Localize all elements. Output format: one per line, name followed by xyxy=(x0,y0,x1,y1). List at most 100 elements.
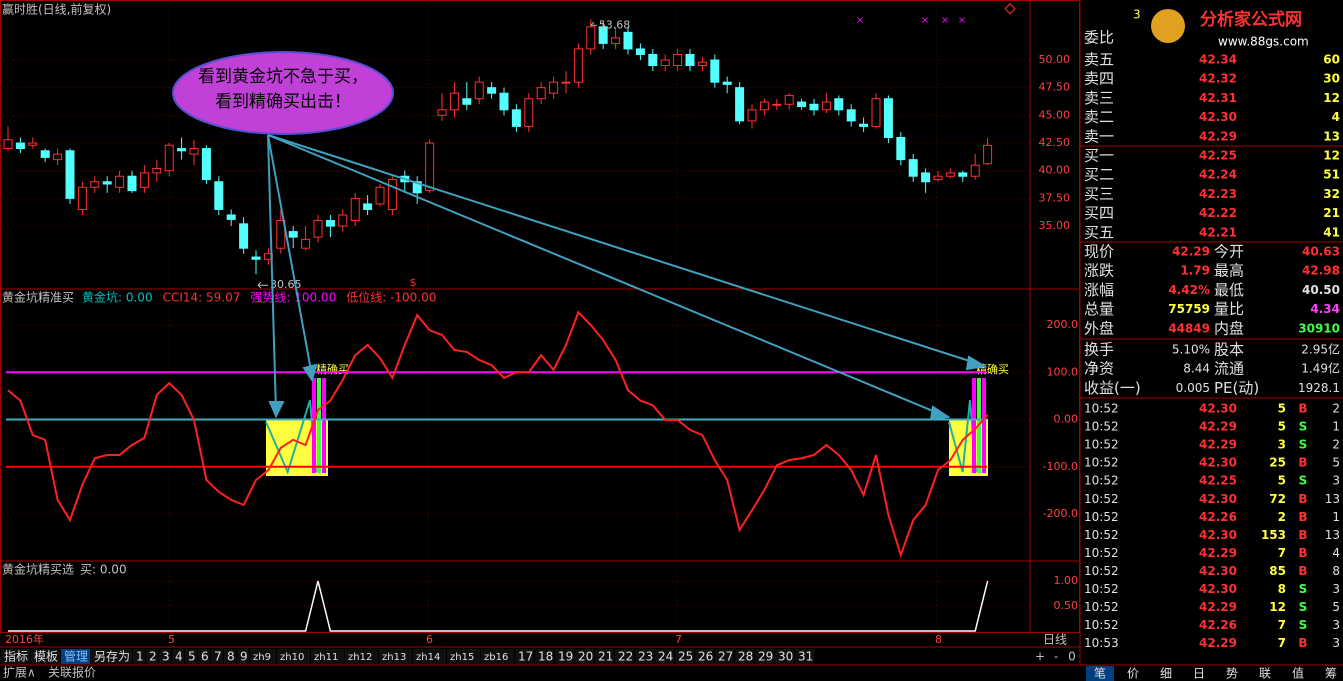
toolbar-tab[interactable]: 3 xyxy=(159,649,171,664)
toolbar-tab[interactable]: 28 xyxy=(735,649,754,664)
toolbar-tab-label[interactable]: 30 xyxy=(778,650,793,664)
toolbar-tab[interactable]: 26 xyxy=(695,649,714,664)
quote-tab[interactable]: 值 xyxy=(1292,666,1304,681)
toolbar-tab[interactable]: 21 xyxy=(595,649,614,664)
toolbar-tab-label[interactable]: 26 xyxy=(698,650,713,664)
toolbar-tab[interactable]: 19 xyxy=(555,649,574,664)
toolbar-tab-label[interactable]: 23 xyxy=(638,650,653,664)
quote-tab[interactable]: 联 xyxy=(1259,667,1271,681)
toolbar-tab-label[interactable]: 24 xyxy=(658,650,673,664)
tick-volume: 7 xyxy=(1278,636,1286,650)
quote-tab[interactable]: 价 xyxy=(1127,667,1139,681)
toolbar-tab-label[interactable]: 17 xyxy=(518,650,533,664)
tick-price: 42.29 xyxy=(1199,600,1237,614)
toolbar-tab[interactable]: 2 xyxy=(146,649,158,664)
toolbar-tab-label[interactable]: zh11 xyxy=(314,652,338,663)
status-tab[interactable]: 关联报价 xyxy=(48,665,96,680)
toolbar-tab-label[interactable]: zh13 xyxy=(382,652,406,663)
toolbar-tab-label[interactable]: 21 xyxy=(598,650,613,664)
toolbar-tab[interactable]: 4 xyxy=(172,649,184,664)
candle-body xyxy=(239,223,249,249)
toolbar-tab-label[interactable]: 3 xyxy=(162,650,170,664)
toolbar-tab[interactable]: 23 xyxy=(635,649,654,664)
toolbar-tab-label[interactable]: 指标 xyxy=(4,649,28,664)
stat-label: 涨跌 xyxy=(1084,262,1114,280)
toolbar-tab-bg xyxy=(515,649,534,664)
toolbar-tab[interactable]: 管理 xyxy=(61,649,90,665)
toolbar-tab-label[interactable]: zh15 xyxy=(450,652,474,663)
toolbar-tab-label[interactable]: 25 xyxy=(678,650,693,664)
toolbar-tab[interactable]: 20 xyxy=(575,649,594,664)
toolbar-tab-label[interactable]: zb16 xyxy=(484,652,508,663)
toolbar-tab-label[interactable]: 4 xyxy=(175,650,183,664)
toolbar-tab-label[interactable]: 5 xyxy=(188,650,196,664)
toolbar-tab[interactable]: 30 xyxy=(775,649,794,664)
status-tab[interactable]: 扩展∧ xyxy=(3,666,36,680)
toolbar-tab[interactable]: 24 xyxy=(655,649,674,664)
toolbar-tab-label[interactable]: zh12 xyxy=(348,652,372,663)
toolbar-tab[interactable]: 5 xyxy=(185,649,197,664)
toolbar-tab[interactable]: 29 xyxy=(755,649,774,664)
y-tick-label: 50.00 xyxy=(1039,53,1071,66)
candle-body xyxy=(189,148,199,155)
toolbar-tab[interactable]: zh15 xyxy=(447,649,480,664)
toolbar-tab[interactable]: 31 xyxy=(795,649,814,664)
toolbar-tab[interactable]: 模板 xyxy=(31,649,60,664)
toolbar-tab-label[interactable]: 27 xyxy=(718,650,733,664)
quote-tab[interactable]: 势 xyxy=(1226,667,1238,681)
toolbar-tab-label[interactable]: 29 xyxy=(758,650,773,664)
toolbar-tab-label[interactable]: 模板 xyxy=(34,650,58,664)
quote-tab[interactable]: 筹 xyxy=(1325,667,1337,681)
toolbar-tab-label[interactable]: 另存为 xyxy=(94,650,130,664)
toolbar-tab-label[interactable]: 28 xyxy=(738,650,753,664)
stat-label: 今开 xyxy=(1214,243,1244,261)
toolbar-tab-label[interactable]: 19 xyxy=(558,650,573,664)
high-label: 53.68 xyxy=(599,18,631,31)
toolbar-tab[interactable]: 18 xyxy=(535,649,554,664)
toolbar-tab-label[interactable]: 18 xyxy=(538,650,553,664)
quote-tab[interactable]: 细 xyxy=(1160,667,1172,681)
toolbar-tab[interactable]: zh10 xyxy=(277,649,310,664)
toolbar-tab-bg xyxy=(635,649,654,664)
toolbar-button[interactable]: 0 xyxy=(1068,650,1076,664)
toolbar-tab-label[interactable]: 7 xyxy=(214,650,222,664)
y-tick-label: 45.00 xyxy=(1039,108,1071,121)
toolbar-tab[interactable]: 指标 xyxy=(1,649,30,665)
toolbar-tab[interactable]: zh9 xyxy=(250,649,276,664)
toolbar-button[interactable]: + xyxy=(1035,650,1045,664)
candle-body xyxy=(759,101,769,111)
toolbar-tab-bg xyxy=(447,649,480,664)
toolbar-tab[interactable]: 17 xyxy=(515,649,534,664)
toolbar-tab-label[interactable]: zh14 xyxy=(416,652,440,663)
toolbar-tab[interactable]: 9 xyxy=(237,649,249,664)
toolbar-tab-label[interactable]: 1 xyxy=(136,650,144,664)
toolbar-tab[interactable]: 8 xyxy=(224,649,236,664)
toolbar-tab[interactable]: zh12 xyxy=(345,649,378,664)
toolbar-tab-label[interactable]: 31 xyxy=(798,650,813,664)
toolbar-tab[interactable]: zh14 xyxy=(413,649,446,664)
toolbar-tab[interactable]: 6 xyxy=(198,649,210,664)
toolbar-tab[interactable]: 22 xyxy=(615,649,634,664)
toolbar-tab-label[interactable]: 管理 xyxy=(64,649,88,664)
toolbar-tab-label[interactable]: 20 xyxy=(578,650,593,664)
toolbar-tab[interactable]: 27 xyxy=(715,649,734,664)
quote-tab[interactable]: 笔 xyxy=(1094,666,1106,681)
toolbar-tab-label[interactable]: zh10 xyxy=(280,652,304,663)
toolbar-tab[interactable]: zh13 xyxy=(379,649,412,664)
toolbar-tab[interactable]: zh11 xyxy=(311,649,344,664)
toolbar-tab-label[interactable]: 6 xyxy=(201,650,209,664)
toolbar-button[interactable]: - xyxy=(1054,650,1058,664)
quote-tab[interactable]: 日 xyxy=(1193,667,1205,681)
candle-body xyxy=(425,142,435,192)
toolbar-tab-label[interactable]: 9 xyxy=(240,650,248,664)
toolbar-tab[interactable]: 1 xyxy=(133,649,145,664)
toolbar-tab-label[interactable]: 22 xyxy=(618,650,633,664)
toolbar-tab-label[interactable]: zh9 xyxy=(253,652,271,663)
toolbar-tab[interactable]: 另存为 xyxy=(91,649,132,664)
toolbar-tab-label[interactable]: 2 xyxy=(149,650,157,664)
toolbar-tab[interactable]: 7 xyxy=(211,649,223,664)
toolbar-tab[interactable]: 25 xyxy=(675,649,694,664)
toolbar-tab[interactable]: zb16 xyxy=(481,649,514,664)
fund-label: 流通 xyxy=(1214,360,1244,378)
toolbar-tab-label[interactable]: 8 xyxy=(227,650,235,664)
